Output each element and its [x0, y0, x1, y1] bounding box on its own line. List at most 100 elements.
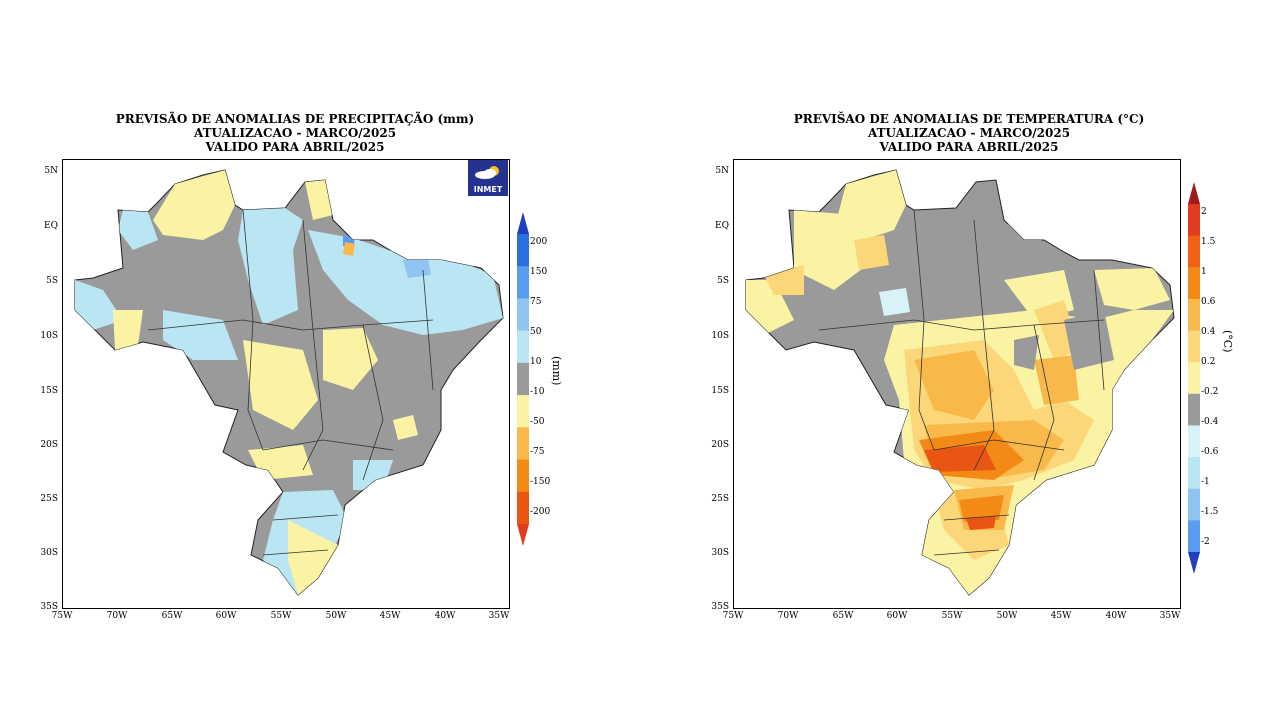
- precip-title-line-2: ATUALIZACAO - MARCO/2025: [193, 126, 397, 140]
- precip-ytick: 30S: [40, 548, 58, 558]
- precip-colorbar-segment: [517, 395, 529, 428]
- temp-ytick: 5N: [715, 166, 729, 176]
- temp-xtick: 75W: [722, 611, 744, 621]
- precip-colorbar: [517, 212, 529, 546]
- temp-xtick: 35W: [1159, 611, 1181, 621]
- precip-title: PREVISÃO DE ANOMALIAS DE PRECIPITAÇÃO (m…: [95, 112, 495, 154]
- precip-xtick: 65W: [161, 611, 183, 621]
- temp-title: PREVIŠAO DE ANOMALIAS DE TEMPERATURA (°C…: [764, 112, 1174, 154]
- temp-cb-label: 0.2: [1201, 357, 1216, 367]
- temp-cb-label: -0.2: [1201, 387, 1219, 397]
- precip-colorbar-svg: [517, 212, 529, 546]
- precip-cb-label: -150: [530, 477, 551, 487]
- temp-title-line-2: ATUALIZACAO - MARCO/2025: [867, 126, 1071, 140]
- precip-ytick: 10S: [40, 331, 58, 341]
- temp-colorbar-unit: (°C): [1221, 330, 1234, 353]
- temp-xtick: 55W: [941, 611, 963, 621]
- temp-ytick: 15S: [711, 386, 729, 396]
- precip-cb-label: -10: [530, 387, 545, 397]
- temp-xtick: 45W: [1050, 611, 1072, 621]
- temp-map-svg: [745, 169, 1175, 596]
- temp-xtick: 40W: [1105, 611, 1127, 621]
- temp-cb-label: -1: [1201, 477, 1210, 487]
- temp-colorbar: [1188, 182, 1200, 574]
- temp-ytick: EQ: [715, 221, 729, 231]
- precip-colorbar-segment: [517, 459, 529, 493]
- temp-colorbar-segment: [1188, 330, 1200, 363]
- temp-colorbar-segment: [1188, 298, 1200, 332]
- temp-xtick: 70W: [777, 611, 799, 621]
- temp-title-line-3: VALIDO PARA ABRIL/2025: [879, 140, 1059, 154]
- precip-xtick: 60W: [215, 611, 237, 621]
- temp-colorbar-svg: [1188, 182, 1200, 574]
- temp-colorbar-segment: [1188, 457, 1200, 490]
- temp-cb-label: 1: [1201, 267, 1207, 277]
- precip-colorbar-top-arrow: [517, 212, 529, 234]
- temp-ytick: 10S: [711, 331, 729, 341]
- precip-colorbar-segment: [517, 234, 529, 267]
- precip-colorbar-segment: [517, 427, 529, 461]
- temp-state-borders: [818, 209, 1105, 556]
- temp-cb-label: 1.5: [1201, 237, 1216, 247]
- precip-title-line-1: PREVISÃO DE ANOMALIAS DE PRECIPITAÇÃO (m…: [115, 112, 475, 126]
- precip-xtick: 75W: [51, 611, 73, 621]
- temp-xtick: 50W: [996, 611, 1018, 621]
- precip-ytick: 25S: [40, 494, 58, 504]
- temp-title-line-1: PREVIŠAO DE ANOMALIAS DE TEMPERATURA (°C…: [793, 112, 1145, 126]
- temp-cb-label: 2: [1201, 207, 1207, 217]
- precip-cb-label: -75: [530, 447, 545, 457]
- inmet-logo: INMET: [468, 160, 508, 196]
- temp-cb-label: -0.6: [1201, 447, 1219, 457]
- temp-colorbar-segment: [1188, 520, 1200, 553]
- temp-colorbar-segment: [1188, 235, 1200, 268]
- precip-colorbar-segment: [517, 330, 529, 364]
- precip-ytick: EQ: [44, 221, 58, 231]
- temp-ytick: 30S: [711, 548, 729, 558]
- precip-map-svg: [74, 169, 504, 596]
- precip-xtick: 40W: [434, 611, 456, 621]
- precip-colorbar-segment: [517, 491, 529, 525]
- temp-colorbar-segment: [1188, 393, 1200, 426]
- precip-cb-label: 75: [530, 297, 542, 307]
- precip-xtick: 50W: [325, 611, 347, 621]
- temp-colorbar-segment: [1188, 488, 1200, 521]
- temp-cb-label: -2: [1201, 537, 1210, 547]
- precip-cb-label: 50: [530, 327, 542, 337]
- precip-cb-label: 10: [530, 357, 542, 367]
- precip-state-borders: [147, 209, 434, 556]
- precip-xtick: 70W: [106, 611, 128, 621]
- precip-cb-label: -50: [530, 417, 545, 427]
- temp-colorbar-segment: [1188, 267, 1200, 300]
- precip-map: [62, 159, 510, 609]
- temp-colorbar-bottom-arrow: [1188, 552, 1200, 574]
- temp-cb-label: 0.6: [1201, 297, 1216, 307]
- temp-map: [733, 159, 1181, 609]
- precip-colorbar-unit: (mm): [550, 356, 563, 386]
- temp-cb-label: -1.5: [1201, 507, 1219, 517]
- precip-ytick: 35S: [40, 602, 58, 612]
- precip-cb-label: 200: [530, 237, 548, 247]
- precip-ytick: 15S: [40, 386, 58, 396]
- precip-colorbar-segment: [517, 298, 529, 332]
- precip-ytick: 5S: [46, 276, 58, 286]
- precip-anomaly-fields: [75, 170, 503, 595]
- precip-xtick: 35W: [488, 611, 510, 621]
- inmet-logo-text: INMET: [473, 185, 503, 194]
- precip-colorbar-segment: [517, 266, 529, 299]
- temp-cb-label: -0.4: [1201, 417, 1219, 427]
- temp-colorbar-top-arrow: [1188, 182, 1200, 204]
- temp-colorbar-segment: [1188, 362, 1200, 395]
- cloud-sun-icon: [468, 164, 508, 180]
- precip-cb-label: -200: [530, 507, 551, 517]
- temp-xtick: 60W: [886, 611, 908, 621]
- precip-title-line-3: VALIDO PARA ABRIL/2025: [205, 140, 385, 154]
- precip-ytick: 20S: [40, 440, 58, 450]
- temp-ytick: 25S: [711, 494, 729, 504]
- temp-ytick: 35S: [711, 602, 729, 612]
- precip-colorbar-segment: [517, 362, 529, 396]
- precip-cb-label: 150: [530, 267, 548, 277]
- precip-xtick: 55W: [270, 611, 292, 621]
- temp-xtick: 65W: [832, 611, 854, 621]
- precip-colorbar-bottom-arrow: [517, 524, 529, 546]
- precip-xtick: 45W: [379, 611, 401, 621]
